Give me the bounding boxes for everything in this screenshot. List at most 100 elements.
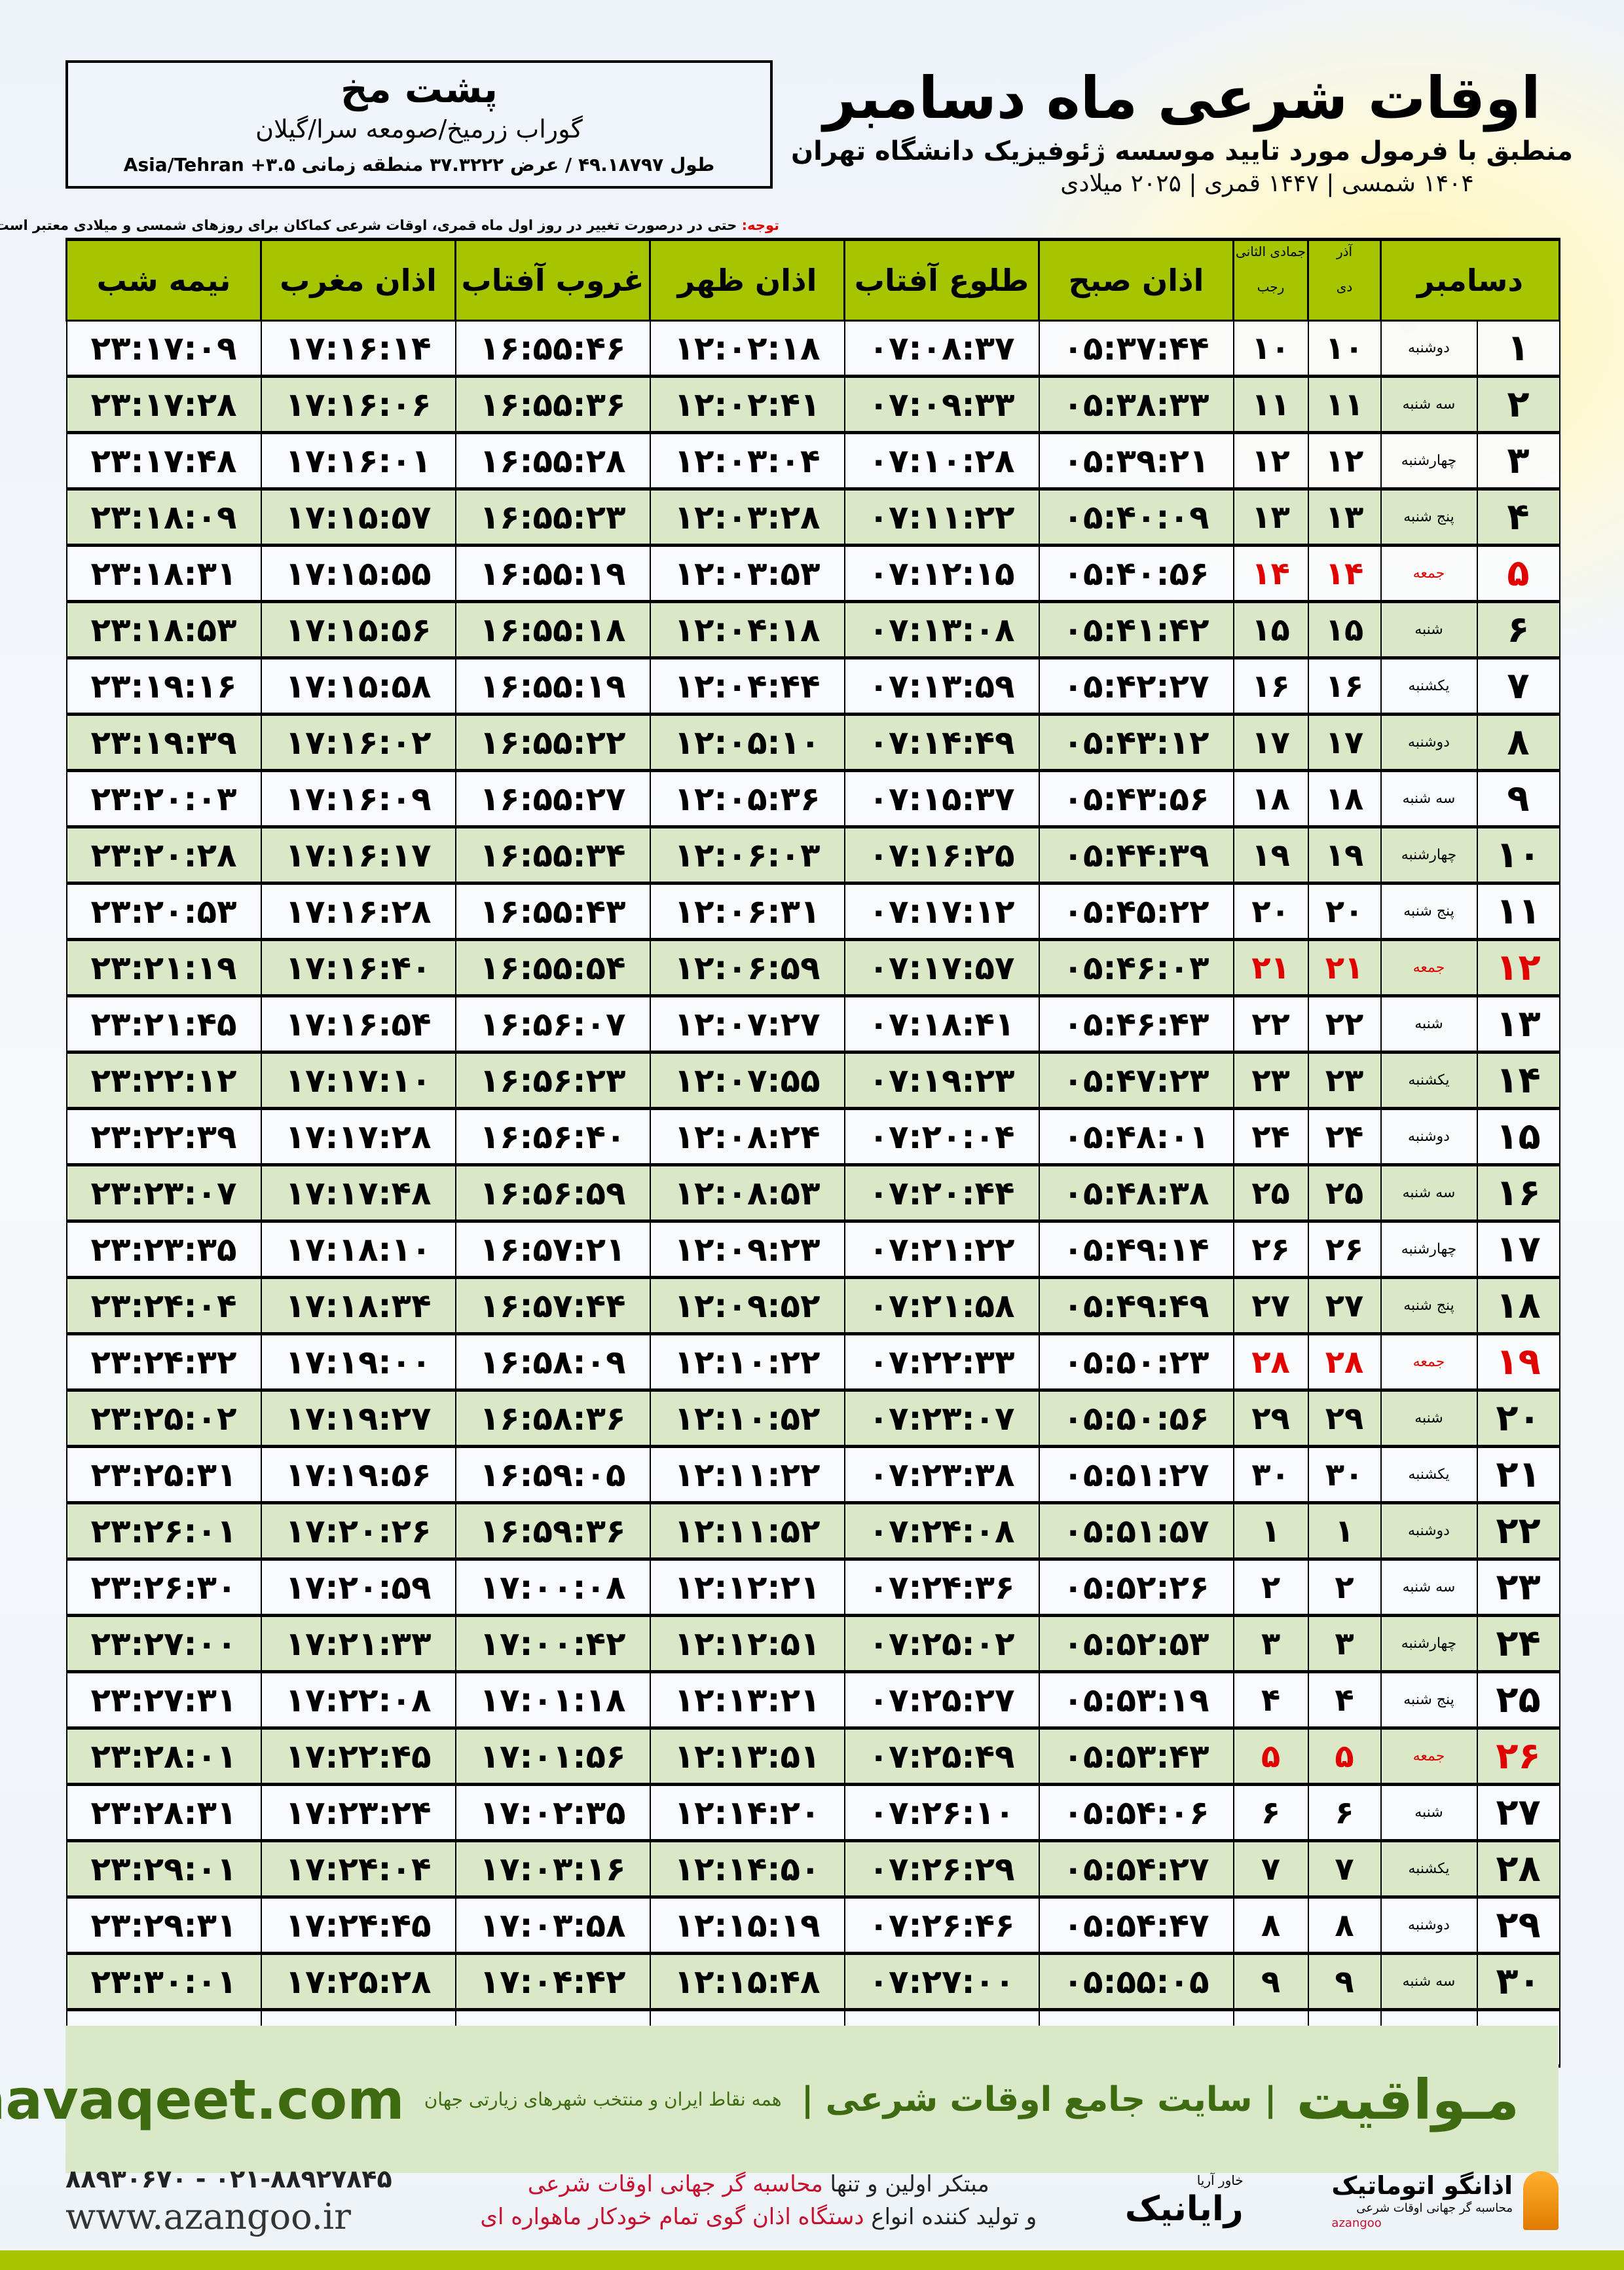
tolu-time: ۰۷:۲۲:۳۳ [843,1333,1040,1392]
footer: اذانگو اتوماتیک محاسبه گر جهانی اوقات شر… [65,2155,1559,2246]
azangoo-text: اذانگو اتوماتیک محاسبه گر جهانی اوقات شر… [1331,2170,1513,2231]
sobh-time: ۰۵:۴۸:۰۱ [1038,1107,1234,1166]
sobh-time: ۰۵:۴۸:۳۸ [1038,1164,1234,1223]
sobh-time: ۰۵:۴۳:۵۶ [1038,770,1234,828]
ghorub-time: ۱۶:۵۵:۳۴ [454,826,651,885]
maghreb-time: ۱۷:۱۹:۰۰ [260,1333,456,1392]
shamsi-date: ۲۴ [1307,1107,1382,1166]
maghreb-time: ۱۷:۲۰:۲۶ [260,1502,456,1561]
tolu-time: ۰۷:۲۵:۲۷ [843,1671,1040,1730]
location-box: پشت مخ گوراب زرمیخ/صومعه سرا/گیلان طول ۴… [65,60,773,189]
table-row: ۲۶ جمعه ۵ ۵ ۰۵:۵۳:۴۳ ۰۷:۲۵:۴۹ ۱۲:۱۳:۵۱ ۱۷:۰۱:۵۶… [65,1727,1560,1786]
nimeshab-time: ۲۳:۲۲:۱۲ [65,1051,262,1110]
ghorub-time: ۱۶:۵۶:۵۹ [454,1164,651,1223]
tolu-time: ۰۷:۲۷:۰۰ [843,1952,1040,2011]
maghreb-time: ۱۷:۲۴:۴۵ [260,1896,456,1955]
header-shamsi: آذر دی [1307,238,1382,322]
day-number: ۱۶ [1476,1164,1560,1223]
tolu-time: ۰۷:۱۵:۳۷ [843,770,1040,828]
tolu-time: ۰۷:۲۶:۲۹ [843,1840,1040,1899]
nimeshab-time: ۲۳:۲۴:۰۴ [65,1276,262,1335]
ghorub-time: ۱۷:۰۱:۱۸ [454,1671,651,1730]
azangoo-logo: اذانگو اتوماتیک محاسبه گر جهانی اوقات شر… [1331,2170,1559,2231]
zohr-time: ۱۲:۱۳:۵۱ [649,1727,845,1786]
table-row: ۱۴ یکشنبه ۲۳ ۲۳ ۰۵:۴۷:۲۳ ۰۷:۱۹:۲۳ ۱۲:۰۷:۵۵ ۱۶:۵… [65,1051,1560,1110]
tolu-time: ۰۷:۱۷:۵۷ [843,939,1040,997]
maghreb-time: ۱۷:۱۷:۴۸ [260,1164,456,1223]
zohr-time: ۱۲:۰۵:۱۰ [649,713,845,772]
weekday: دوشنبه [1380,1502,1478,1561]
ghorub-time: ۱۶:۵۵:۱۹ [454,657,651,716]
weekday: یکشنبه [1380,657,1478,716]
zohr-time: ۱۲:۱۵:۱۹ [649,1896,845,1955]
tolu-time: ۰۷:۲۵:۴۹ [843,1727,1040,1786]
weekday: سه شنبه [1380,1558,1478,1617]
rayanik-logo: خاور آریا رایانیک [1125,2172,1244,2229]
qamari-date: ۳ [1232,1614,1309,1673]
maghreb-time: ۱۷:۲۲:۰۸ [260,1671,456,1730]
tolu-time: ۰۷:۲۱:۵۸ [843,1276,1040,1335]
weekday: سه شنبه [1380,1164,1478,1223]
nimeshab-time: ۲۳:۲۹:۳۱ [65,1896,262,1955]
shamsi-date: ۱۲ [1307,432,1382,491]
table-row: ۱۹ جمعه ۲۸ ۲۸ ۰۵:۵۰:۲۳ ۰۷:۲۲:۳۳ ۱۲:۱۰:۲۲ ۱۶:۵۸:… [65,1333,1560,1392]
ghorub-time: ۱۶:۵۸:۰۹ [454,1333,651,1392]
ghorub-time: ۱۶:۵۶:۲۳ [454,1051,651,1110]
ghorub-time: ۱۶:۵۵:۱۸ [454,601,651,660]
qamari-date: ۱۴ [1232,544,1309,603]
weekday: شنبه [1380,1389,1478,1448]
day-number: ۲۰ [1476,1389,1560,1448]
zohr-time: ۱۲:۰۷:۵۵ [649,1051,845,1110]
header-month: دسامبر [1380,238,1560,322]
sobh-time: ۰۵:۵۲:۲۶ [1038,1558,1234,1617]
day-number: ۶ [1476,601,1560,660]
table-row: ۱۸ پنج شنبه ۲۷ ۲۷ ۰۵:۴۹:۴۹ ۰۷:۲۱:۵۸ ۱۲:۰۹:۵۲ ۱۶… [65,1276,1560,1335]
ghorub-time: ۱۶:۵۷:۴۴ [454,1276,651,1335]
prayer-times-table: دسامبر آذر دی جمادی الثانی رجب اذان صبح طل… [65,238,1560,2068]
shamsi-date: ۷ [1307,1840,1382,1899]
nimeshab-time: ۲۳:۱۷:۴۸ [65,432,262,491]
shamsi-date: ۱۹ [1307,826,1382,885]
qamari-date: ۹ [1232,1952,1309,2011]
shamsi-date: ۳۰ [1307,1445,1382,1504]
weekday: جمعه [1380,544,1478,603]
ghorub-time: ۱۶:۵۷:۲۱ [454,1220,651,1279]
tolu-time: ۰۷:۱۸:۴۱ [843,995,1040,1054]
day-number: ۹ [1476,770,1560,828]
banner-site[interactable]: mavaqeet.com [0,2067,405,2132]
shamsi-date: ۲ [1307,1558,1382,1617]
qamari-date: ۳۰ [1232,1445,1309,1504]
qamari-date: ۷ [1232,1840,1309,1899]
sobh-time: ۰۵:۳۷:۴۴ [1038,320,1234,378]
maghreb-time: ۱۷:۲۴:۰۴ [260,1840,456,1899]
weekday: یکشنبه [1380,1445,1478,1504]
footer-website[interactable]: www.azangoo.ir [65,2196,351,2237]
table-row: ۲۸ یکشنبه ۷ ۷ ۰۵:۵۴:۲۷ ۰۷:۲۶:۲۹ ۱۲:۱۴:۵۰ ۱۷:۰۳:… [65,1840,1560,1899]
zohr-time: ۱۲:۰۸:۵۳ [649,1164,845,1223]
sobh-time: ۰۵:۵۴:۰۶ [1038,1783,1234,1842]
maghreb-time: ۱۷:۱۶:۱۷ [260,826,456,885]
banner-brand-logo: مـواقیت [1296,2067,1519,2132]
qamari-date: ۵ [1232,1727,1309,1786]
table-row: ۳۰ سه شنبه ۹ ۹ ۰۵:۵۵:۰۵ ۰۷:۲۷:۰۰ ۱۲:۱۵:۴۸ ۱۷:۰۴… [65,1952,1560,2011]
table-row: ۲۹ دوشنبه ۸ ۸ ۰۵:۵۴:۴۷ ۰۷:۲۶:۴۶ ۱۲:۱۵:۱۹ ۱۷:۰۳:… [65,1896,1560,1955]
zohr-time: ۱۲:۰۷:۲۷ [649,995,845,1054]
sobh-time: ۰۵:۴۰:۰۹ [1038,488,1234,547]
sobh-time: ۰۵:۵۳:۱۹ [1038,1671,1234,1730]
tolu-time: ۰۷:۱۹:۲۳ [843,1051,1040,1110]
promo-1b: محاسبه گر جهانی اوقات شرعی [527,2171,823,2197]
maghreb-time: ۱۷:۱۶:۴۰ [260,939,456,997]
zohr-time: ۱۲:۰۲:۱۸ [649,320,845,378]
table-row: ۱۶ سه شنبه ۲۵ ۲۵ ۰۵:۴۸:۳۸ ۰۷:۲۰:۴۴ ۱۲:۰۸:۵۳ ۱۶:… [65,1164,1560,1223]
zohr-time: ۱۲:۰۴:۴۴ [649,657,845,716]
header-zohr: اذان ظهر [649,238,845,322]
shamsi-date: ۱۳ [1307,488,1382,547]
weekday: شنبه [1380,1783,1478,1842]
sobh-time: ۰۵:۴۶:۴۳ [1038,995,1234,1054]
table-row: ۲۲ دوشنبه ۱ ۱ ۰۵:۵۱:۵۷ ۰۷:۲۴:۰۸ ۱۲:۱۱:۵۲ ۱۶:۵۹:… [65,1502,1560,1561]
table-row: ۱۵ دوشنبه ۲۴ ۲۴ ۰۵:۴۸:۰۱ ۰۷:۲۰:۰۴ ۱۲:۰۸:۲۴ ۱۶:۵… [65,1107,1560,1166]
sobh-time: ۰۵:۵۳:۴۳ [1038,1727,1234,1786]
weekday: جمعه [1380,1727,1478,1786]
shamsi-date: ۶ [1307,1783,1382,1842]
weekday: پنج شنبه [1380,1276,1478,1335]
